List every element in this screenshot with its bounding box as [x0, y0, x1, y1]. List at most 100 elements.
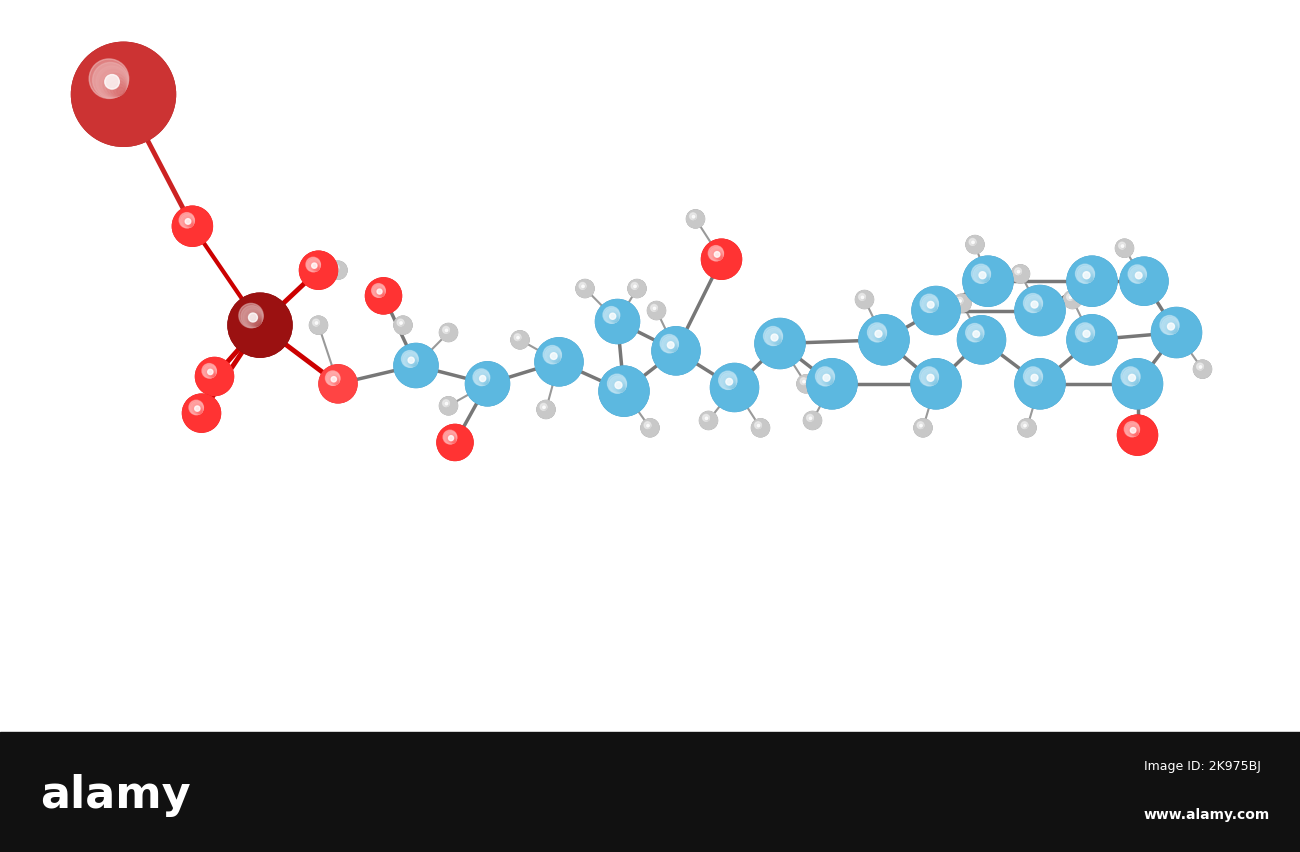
Circle shape	[373, 285, 385, 298]
Circle shape	[861, 296, 864, 301]
Circle shape	[634, 285, 636, 288]
Circle shape	[182, 216, 194, 228]
Circle shape	[325, 371, 351, 397]
Circle shape	[316, 268, 318, 271]
Circle shape	[1069, 296, 1076, 305]
Circle shape	[443, 401, 450, 407]
Circle shape	[1173, 330, 1177, 333]
Circle shape	[381, 294, 384, 296]
Circle shape	[516, 337, 524, 344]
Circle shape	[932, 381, 936, 385]
Circle shape	[927, 376, 945, 393]
Circle shape	[1119, 417, 1156, 454]
Circle shape	[708, 247, 734, 273]
Circle shape	[545, 408, 546, 410]
Circle shape	[334, 267, 342, 275]
Circle shape	[372, 285, 385, 298]
Circle shape	[1014, 268, 1027, 281]
Circle shape	[757, 424, 764, 432]
Circle shape	[653, 327, 699, 376]
Circle shape	[542, 406, 550, 414]
Circle shape	[334, 268, 342, 274]
Circle shape	[630, 283, 644, 296]
Circle shape	[604, 371, 644, 412]
Circle shape	[1024, 425, 1026, 428]
Circle shape	[1132, 270, 1156, 294]
Circle shape	[1199, 366, 1206, 374]
Circle shape	[967, 325, 996, 355]
Circle shape	[1030, 374, 1041, 386]
Circle shape	[229, 295, 291, 356]
Circle shape	[1115, 240, 1134, 258]
Circle shape	[183, 217, 194, 228]
Circle shape	[377, 290, 382, 295]
Circle shape	[1196, 363, 1209, 377]
Circle shape	[1088, 279, 1092, 282]
Circle shape	[919, 295, 953, 328]
Circle shape	[1032, 376, 1041, 385]
Circle shape	[1022, 423, 1032, 434]
Circle shape	[630, 283, 644, 296]
Circle shape	[711, 365, 758, 411]
Circle shape	[198, 360, 231, 394]
Circle shape	[337, 383, 338, 384]
Circle shape	[1069, 318, 1115, 364]
Circle shape	[1121, 258, 1167, 306]
Circle shape	[188, 400, 203, 415]
Circle shape	[1018, 272, 1023, 278]
Circle shape	[398, 320, 408, 331]
Circle shape	[190, 224, 192, 227]
Circle shape	[1167, 325, 1186, 342]
Circle shape	[604, 372, 644, 411]
Circle shape	[601, 368, 647, 416]
Circle shape	[442, 400, 455, 412]
Circle shape	[931, 306, 937, 312]
Bar	[0, 732, 1300, 852]
Circle shape	[465, 362, 510, 406]
Circle shape	[703, 416, 714, 426]
Circle shape	[1197, 365, 1208, 375]
Circle shape	[1157, 314, 1196, 352]
Circle shape	[772, 336, 781, 345]
Circle shape	[1121, 245, 1128, 253]
Circle shape	[935, 309, 936, 311]
Circle shape	[971, 265, 991, 284]
Circle shape	[400, 324, 403, 326]
Circle shape	[958, 300, 966, 308]
Circle shape	[540, 403, 552, 417]
Circle shape	[1079, 269, 1105, 294]
Circle shape	[1035, 379, 1041, 385]
Circle shape	[705, 243, 738, 277]
Circle shape	[971, 241, 979, 250]
Circle shape	[537, 401, 555, 419]
Circle shape	[333, 266, 343, 276]
Circle shape	[753, 421, 768, 435]
Circle shape	[576, 280, 594, 298]
Circle shape	[100, 71, 127, 98]
Circle shape	[1118, 365, 1157, 405]
Circle shape	[958, 300, 962, 304]
Circle shape	[1123, 421, 1152, 450]
Circle shape	[706, 417, 707, 420]
Circle shape	[974, 332, 983, 342]
Circle shape	[1067, 295, 1074, 301]
Circle shape	[399, 321, 403, 326]
Circle shape	[616, 383, 625, 393]
Circle shape	[74, 45, 173, 145]
Circle shape	[442, 430, 468, 456]
Circle shape	[581, 285, 589, 294]
Circle shape	[719, 257, 722, 260]
Circle shape	[538, 402, 554, 418]
Circle shape	[186, 220, 194, 227]
Circle shape	[715, 253, 723, 261]
Circle shape	[970, 240, 980, 250]
Circle shape	[650, 305, 663, 317]
Circle shape	[1166, 323, 1178, 334]
Circle shape	[538, 403, 554, 417]
Circle shape	[330, 262, 346, 279]
Circle shape	[1121, 245, 1128, 252]
Circle shape	[758, 425, 763, 431]
Circle shape	[514, 334, 521, 341]
Circle shape	[396, 320, 404, 326]
Circle shape	[870, 326, 898, 354]
